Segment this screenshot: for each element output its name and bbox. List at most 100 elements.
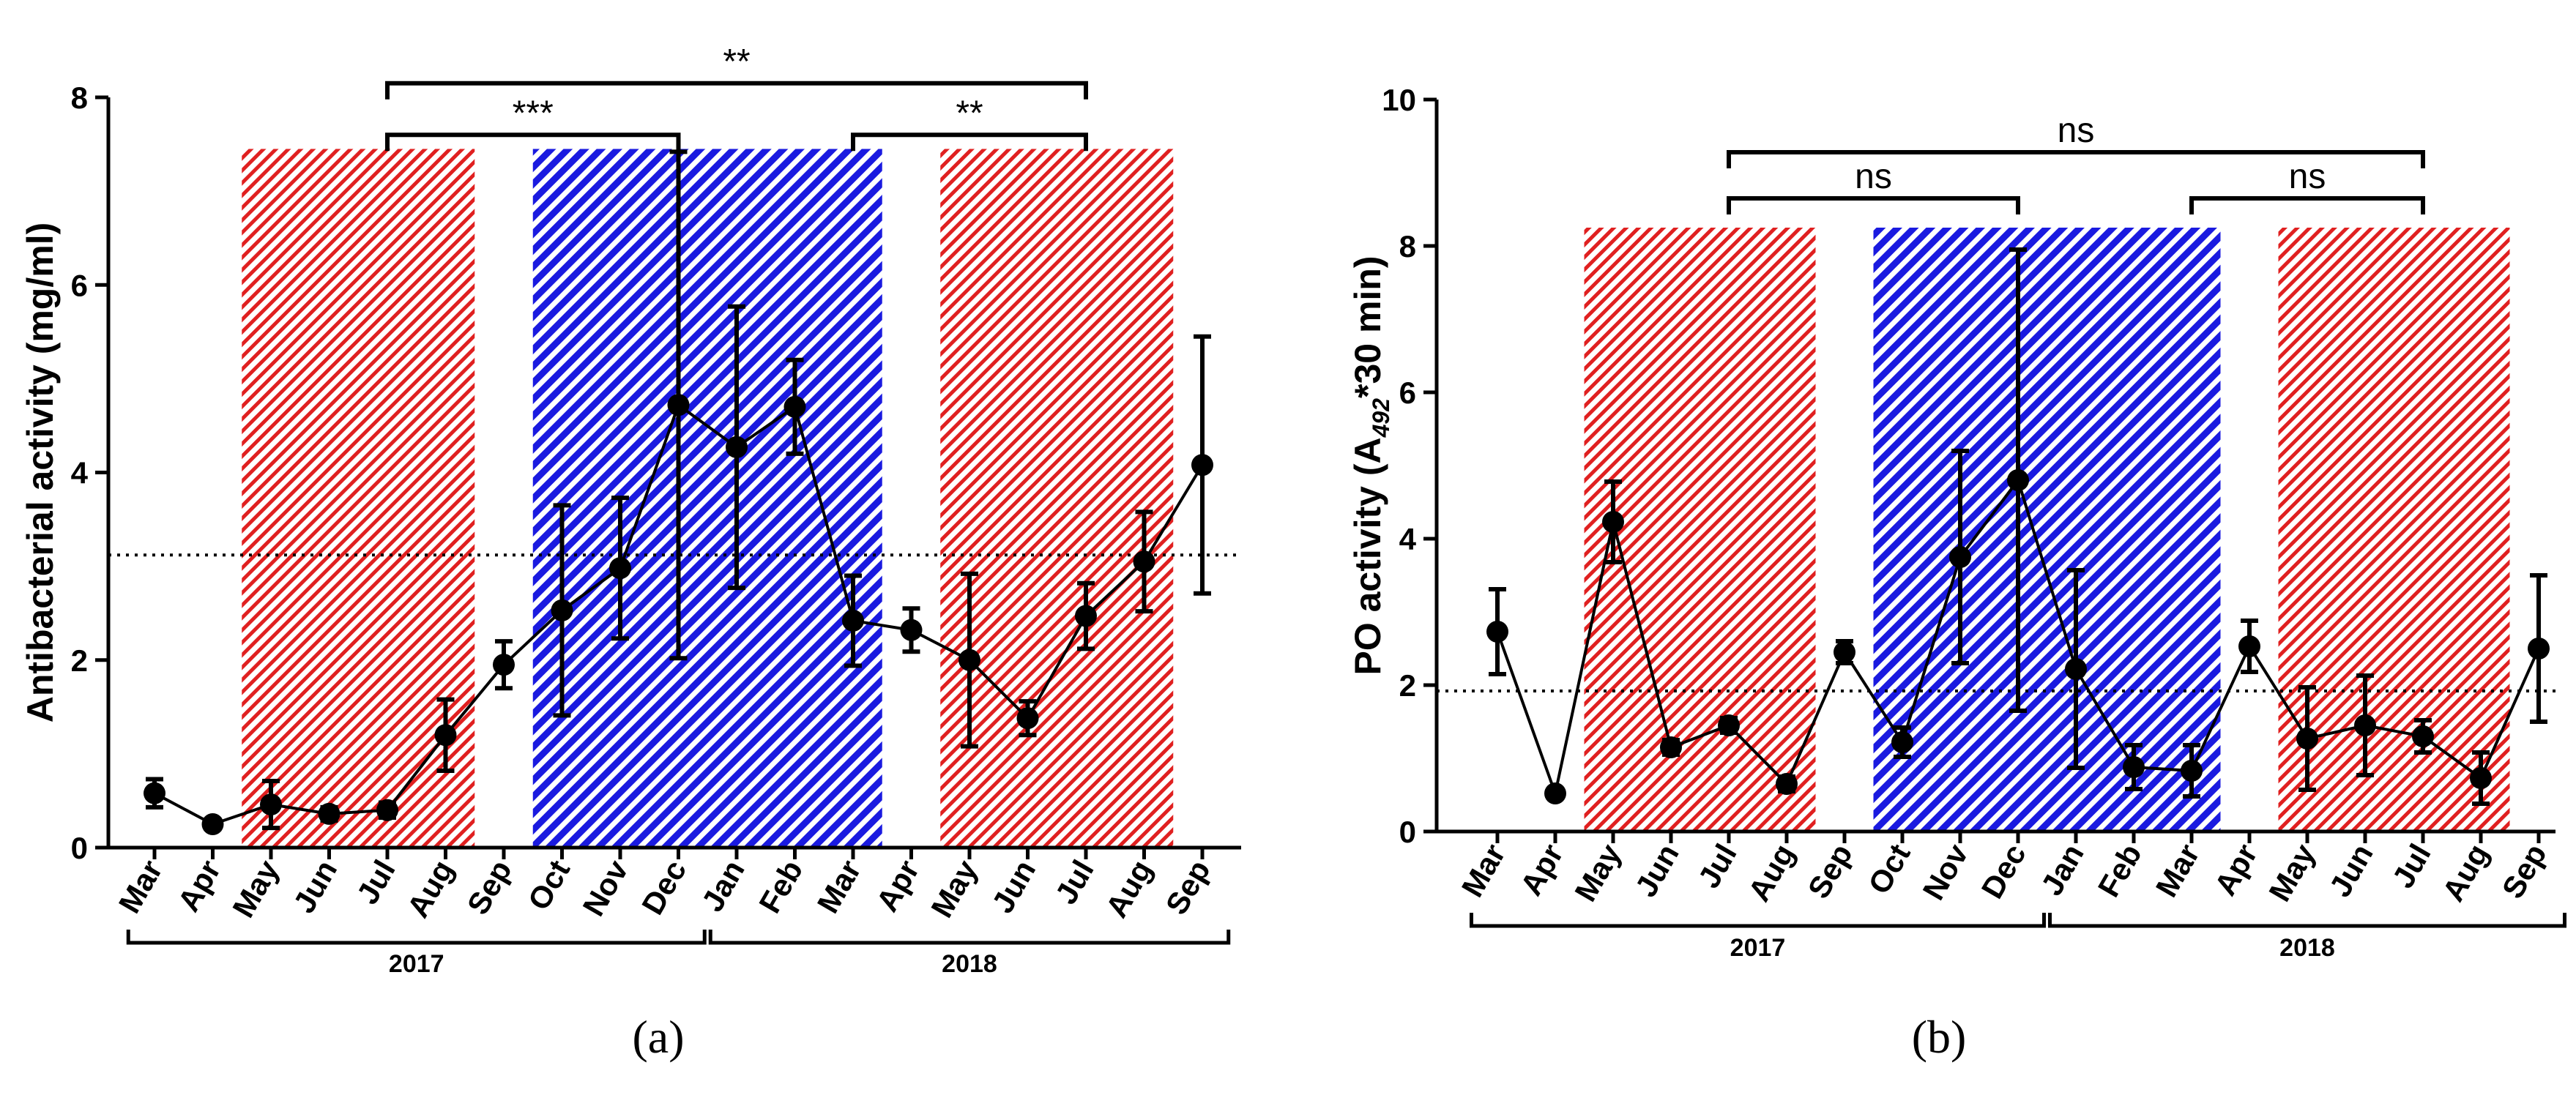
data-point <box>260 793 282 816</box>
y-axis-title-main: PO activity (A <box>1347 437 1388 675</box>
x-tick-label: Jul <box>2386 838 2438 894</box>
data-point <box>2528 638 2550 660</box>
x-tick-label: Jun <box>985 854 1042 919</box>
x-tick-label: Feb <box>752 854 809 919</box>
data-point <box>1834 641 1855 663</box>
x-tick-label: Apr <box>2208 838 2264 901</box>
data-point <box>2181 760 2203 782</box>
y-axis-title-subscript: 492 <box>1368 398 1394 438</box>
x-tick-label: Mar <box>1455 838 1512 903</box>
data-point <box>726 436 748 458</box>
x-tick-label: Dec <box>635 854 693 920</box>
data-point <box>1016 707 1039 730</box>
x-tick-label: May <box>924 853 984 923</box>
shaded-region <box>532 149 882 848</box>
significance-label: ** <box>723 42 750 81</box>
data-point <box>2412 725 2434 747</box>
y-tick-label: 8 <box>71 81 88 115</box>
x-tick-label: Aug <box>2435 838 2495 907</box>
year-label: 2017 <box>1730 934 1786 962</box>
data-point <box>900 619 923 641</box>
data-point <box>434 724 457 747</box>
shaded-region <box>1873 228 2221 832</box>
year-label: 2018 <box>2279 934 2335 962</box>
year-bracket <box>1470 913 2046 928</box>
x-tick-label: Jan <box>2034 838 2091 901</box>
data-point <box>667 394 690 416</box>
significance-label: ** <box>956 94 983 132</box>
x-tick-label: May <box>226 853 286 923</box>
data-point <box>1891 731 1913 753</box>
x-tick-label: Aug <box>401 854 461 923</box>
data-point <box>144 782 165 804</box>
x-tick-label: Aug <box>1099 854 1159 923</box>
data-point <box>376 799 398 821</box>
data-point <box>783 395 806 418</box>
significance-bracket <box>2189 196 2425 214</box>
significance-bracket <box>851 132 1088 152</box>
year-bracket <box>126 930 707 945</box>
x-tick-label: Oct <box>1861 838 1917 900</box>
data-point <box>1718 714 1740 736</box>
x-tick-label: Jul <box>1691 838 1743 894</box>
data-point <box>1602 511 1624 533</box>
y-tick-label: 4 <box>71 456 89 490</box>
data-point <box>842 609 864 632</box>
data-point <box>1191 454 1213 477</box>
data-point <box>2123 756 2145 778</box>
x-tick-label: Mar <box>2149 838 2206 903</box>
data-point <box>493 654 515 676</box>
y-axis-title-suffix: *30 min) <box>1347 255 1388 398</box>
x-tick-label: Mar <box>112 854 169 919</box>
y-tick-label: 0 <box>71 831 88 865</box>
y-tick-label: 6 <box>71 268 88 302</box>
y-tick-label: 10 <box>1382 83 1416 117</box>
x-tick-label: Jun <box>1628 838 1686 903</box>
data-point <box>2296 728 2318 750</box>
x-tick-label: Jul <box>1049 854 1101 910</box>
x-tick-label: Nov <box>576 853 635 922</box>
x-tick-label: Sep <box>2495 838 2553 904</box>
year-bracket <box>2048 913 2566 928</box>
x-tick-label: Nov <box>1916 837 1975 905</box>
x-tick-label: Sep <box>1801 838 1859 904</box>
data-point <box>2354 714 2376 736</box>
significance-label: ns <box>2058 111 2095 150</box>
y-tick-label: 4 <box>1399 522 1417 556</box>
data-point <box>1486 621 1508 643</box>
x-tick-label: Apr <box>869 854 926 917</box>
y-axis-title: Antibacterial activity (mg/ml) <box>20 223 61 723</box>
x-tick-label: Jul <box>350 854 402 910</box>
year-label: 2017 <box>389 950 444 978</box>
significance-label: ns <box>2289 157 2326 196</box>
x-tick-label: Apr <box>171 854 227 917</box>
data-point <box>318 802 340 825</box>
data-point <box>2470 767 2492 789</box>
y-tick-label: 2 <box>71 643 88 678</box>
y-tick-label: 8 <box>1399 229 1416 264</box>
panel-label: (a) <box>632 1011 684 1063</box>
y-tick-label: 6 <box>1399 375 1416 410</box>
x-tick-label: Sep <box>1159 854 1217 920</box>
x-tick-label: May <box>2262 837 2322 907</box>
x-tick-label: Aug <box>1741 838 1801 907</box>
data-point <box>1660 736 1682 758</box>
data-point <box>1776 773 1798 795</box>
data-point <box>551 599 573 621</box>
significance-label: ns <box>1855 157 1892 196</box>
x-tick-label: Sep <box>461 854 518 920</box>
significance-bracket <box>385 132 681 152</box>
x-tick-label: Oct <box>521 854 577 916</box>
y-tick-label: 0 <box>1399 815 1416 849</box>
x-tick-label: Dec <box>1975 838 2033 904</box>
significance-bracket <box>1727 196 2020 214</box>
data-point <box>1133 550 1155 573</box>
y-tick-label: 2 <box>1399 668 1416 703</box>
year-bracket <box>708 930 1231 945</box>
significance-bracket <box>1727 150 2425 168</box>
data-point <box>2007 469 2029 491</box>
data-point <box>2238 635 2260 657</box>
